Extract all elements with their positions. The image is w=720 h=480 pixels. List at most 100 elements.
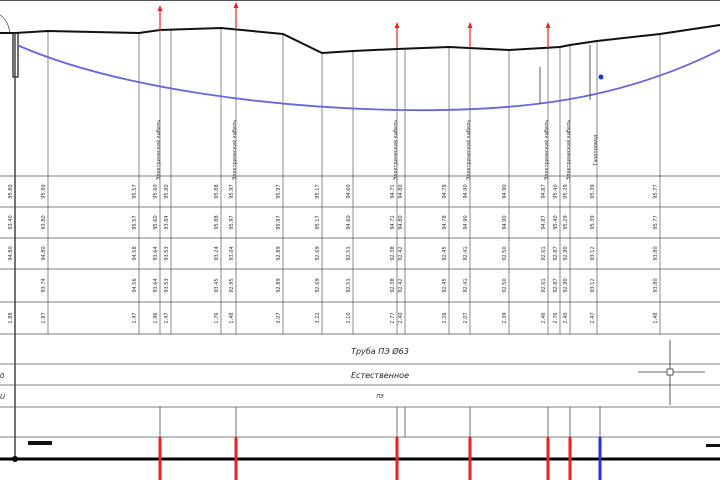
station-value: 94.90 — [502, 215, 508, 229]
station-value: 94.90 — [502, 184, 508, 198]
station-value: 95.97 — [229, 184, 235, 198]
station-value: 95.80 — [164, 184, 170, 198]
station-value: 2.76 — [553, 312, 559, 323]
station-value: 1.47 — [132, 312, 138, 323]
station-value: 94.60 — [346, 184, 352, 198]
station-value: 94.56 — [132, 278, 138, 292]
station-value: 2.40 — [398, 312, 404, 323]
station-value: 92.51 — [346, 246, 352, 260]
crossing-label: Электрический кабель — [155, 120, 162, 180]
station-value: 93.80 — [653, 246, 659, 260]
station-value: 92.69 — [315, 278, 321, 292]
station-value: 94.90 — [463, 184, 469, 198]
station-value: 92.61 — [541, 278, 547, 292]
station-value: 95.88 — [214, 184, 220, 198]
crossing-label: Электрический кабель — [465, 120, 472, 180]
station-value: 92.87 — [553, 246, 559, 260]
station-value: 95.29 — [563, 215, 569, 229]
station-value: 95.57 — [132, 184, 138, 198]
station-value: 92.90 — [563, 278, 569, 292]
station-value: 1.48 — [229, 312, 235, 323]
crossing-label: Газопровод — [593, 134, 599, 165]
station-value: 92.61 — [541, 246, 547, 260]
station-value: 94.80 — [398, 184, 404, 198]
station-value: 94.60 — [346, 215, 352, 229]
station-value: 3.22 — [315, 312, 321, 323]
station-value: 93.45 — [214, 278, 220, 292]
station-value: 1.96 — [153, 312, 159, 323]
station-value: 94.78 — [442, 184, 448, 198]
station-value: 93.12 — [590, 278, 596, 292]
well-point — [12, 456, 18, 462]
station-value: 92.41 — [463, 246, 469, 260]
crossing-label: Электрический кабель — [543, 120, 550, 180]
station-value: 95.97 — [276, 184, 282, 198]
station-value: 2.07 — [463, 312, 469, 323]
pipe-profile-line — [16, 44, 720, 112]
station-value: 93.84 — [164, 215, 170, 229]
station-value: 2.46 — [541, 312, 547, 323]
arrow-head-icon — [394, 22, 400, 28]
station-value: 94.78 — [442, 215, 448, 229]
station-value: 93.24 — [214, 246, 220, 260]
station-value: 92.38 — [390, 278, 396, 292]
station-value: 95.77 — [653, 184, 659, 198]
station-value: 95.97 — [229, 215, 235, 229]
station-value: 93.53 — [164, 246, 170, 260]
material-label: ПЭ — [376, 394, 384, 400]
crossing-label: Электрический кабель — [231, 120, 238, 180]
station-value: 93.40 — [8, 215, 14, 229]
station-value: 92.89 — [276, 246, 282, 260]
station-value: 1.97 — [41, 312, 47, 323]
station-value: 95.39 — [590, 184, 596, 198]
station-value: 94.90 — [463, 215, 469, 229]
station-value: 95.80 — [8, 184, 14, 198]
station-value: 93.04 — [229, 246, 235, 260]
station-value: 92.45 — [442, 278, 448, 292]
tee-symbol — [28, 441, 52, 445]
station-value: 94.87 — [541, 215, 547, 229]
station-value: 3.07 — [276, 312, 282, 323]
station-value: 1.76 — [214, 312, 220, 323]
station-value: 92.87 — [553, 278, 559, 292]
station-value: 92.95 — [229, 278, 235, 292]
gas-crossing-point — [598, 74, 604, 80]
ground-profile-line — [0, 24, 720, 55]
station-value: 95.60 — [153, 184, 159, 198]
arrow-head-icon — [233, 2, 239, 8]
station-value: 2.77 — [390, 312, 396, 323]
arrow-head-icon — [545, 22, 551, 28]
station-value: 92.51 — [346, 278, 352, 292]
station-value: 92.69 — [315, 246, 321, 260]
station-value: 92.42 — [398, 278, 404, 292]
station-value: 93.64 — [153, 278, 159, 292]
left-row-label: U — [0, 393, 5, 401]
station-value: 95.60 — [153, 215, 159, 229]
station-value: 92.90 — [563, 246, 569, 260]
station-value: 95.39 — [590, 215, 596, 229]
leader-line — [0, 14, 11, 34]
station-value: 2.47 — [590, 312, 596, 323]
station-value: 92.50 — [502, 246, 508, 260]
crossing-label: Электрический кабель — [565, 120, 572, 180]
station-value: 95.88 — [214, 215, 220, 229]
station-value: 93.74 — [41, 278, 47, 292]
crosshair-pickbox — [666, 368, 674, 376]
station-value: 2.40 — [563, 312, 569, 323]
station-value: 95.40 — [553, 215, 559, 229]
station-value: 95.80 — [41, 184, 47, 198]
station-value: 95.29 — [563, 184, 569, 198]
crossing-label: Электрический кабель — [392, 120, 399, 180]
station-value: 95.17 — [315, 184, 321, 198]
station-value: 94.80 — [398, 215, 404, 229]
soil-label: Естественное — [351, 371, 409, 380]
arrow-head-icon — [467, 22, 473, 28]
station-value: 93.53 — [164, 278, 170, 292]
station-value: 93.64 — [153, 246, 159, 260]
station-value: 94.71 — [390, 215, 396, 229]
station-value: 92.42 — [398, 246, 404, 260]
station-value: 1.47 — [164, 312, 170, 323]
left-row-label: 0 — [0, 372, 5, 380]
station-value: 95.17 — [315, 215, 321, 229]
